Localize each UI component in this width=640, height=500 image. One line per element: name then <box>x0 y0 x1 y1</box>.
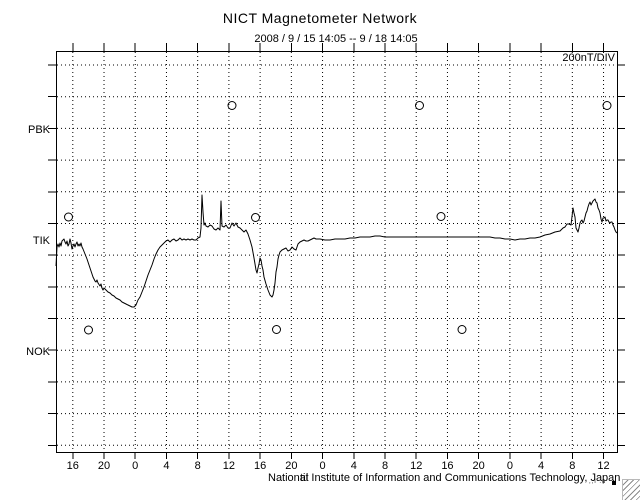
fine-print-fragments: ,,l .u <box>589 479 607 485</box>
plot-border <box>56 51 618 453</box>
x-axis-tick-label: 20 <box>285 460 297 472</box>
x-axis-tick-label: 4 <box>163 460 169 472</box>
page-title: NICT Magnetometer Network <box>222 10 418 26</box>
y-axis-station-label: PBK <box>28 124 51 136</box>
credit-overstrike-artifact: tit <box>300 472 309 484</box>
x-axis-tick-label: 12 <box>597 460 609 472</box>
day-marker-circle <box>227 101 237 110</box>
black-square-mark <box>612 481 616 485</box>
y-axis-station-label: NOK <box>26 346 51 358</box>
x-axis-tick-label: 0 <box>132 460 138 472</box>
x-axis-tick-label: 0 <box>507 460 513 472</box>
credit-text: National Institute of Information and Co… <box>268 472 621 484</box>
x-axis-tick-label: 20 <box>473 460 485 472</box>
resize-grip-icon[interactable] <box>622 479 640 500</box>
x-axis-tick-label: 8 <box>382 460 388 472</box>
x-axis-tick-label: 16 <box>441 460 453 472</box>
magnetogram-trace <box>55 194 618 308</box>
date-range-label: 2008 / 9 / 15 14:05 -- 9 / 18 14:05 <box>254 33 418 45</box>
day-marker-circle <box>64 212 73 222</box>
x-axis-tick-label: 0 <box>319 460 325 472</box>
x-axis-tick-label: 20 <box>98 460 110 472</box>
x-axis-tick-label: 4 <box>351 460 357 472</box>
day-marker-circle <box>84 325 93 335</box>
scale-per-division-label: 200nT/DIV <box>562 52 615 64</box>
day-marker-circle <box>602 101 612 110</box>
x-axis-tick-label: 16 <box>67 460 79 472</box>
x-axis-tick-label: 12 <box>410 460 422 472</box>
day-marker-circle <box>436 212 446 221</box>
x-axis-tick-label: 16 <box>254 460 266 472</box>
day-marker-circle <box>415 101 424 110</box>
x-axis-tick-label: 4 <box>538 460 544 472</box>
x-axis-tick-label: 8 <box>569 460 575 472</box>
y-axis-station-label: TIK <box>33 235 51 247</box>
x-axis-tick-label: 12 <box>223 460 235 472</box>
day-marker-circle <box>457 325 467 334</box>
x-axis-tick-label: 8 <box>195 460 201 472</box>
day-marker-circle <box>272 325 281 334</box>
day-marker-circle <box>251 213 260 222</box>
